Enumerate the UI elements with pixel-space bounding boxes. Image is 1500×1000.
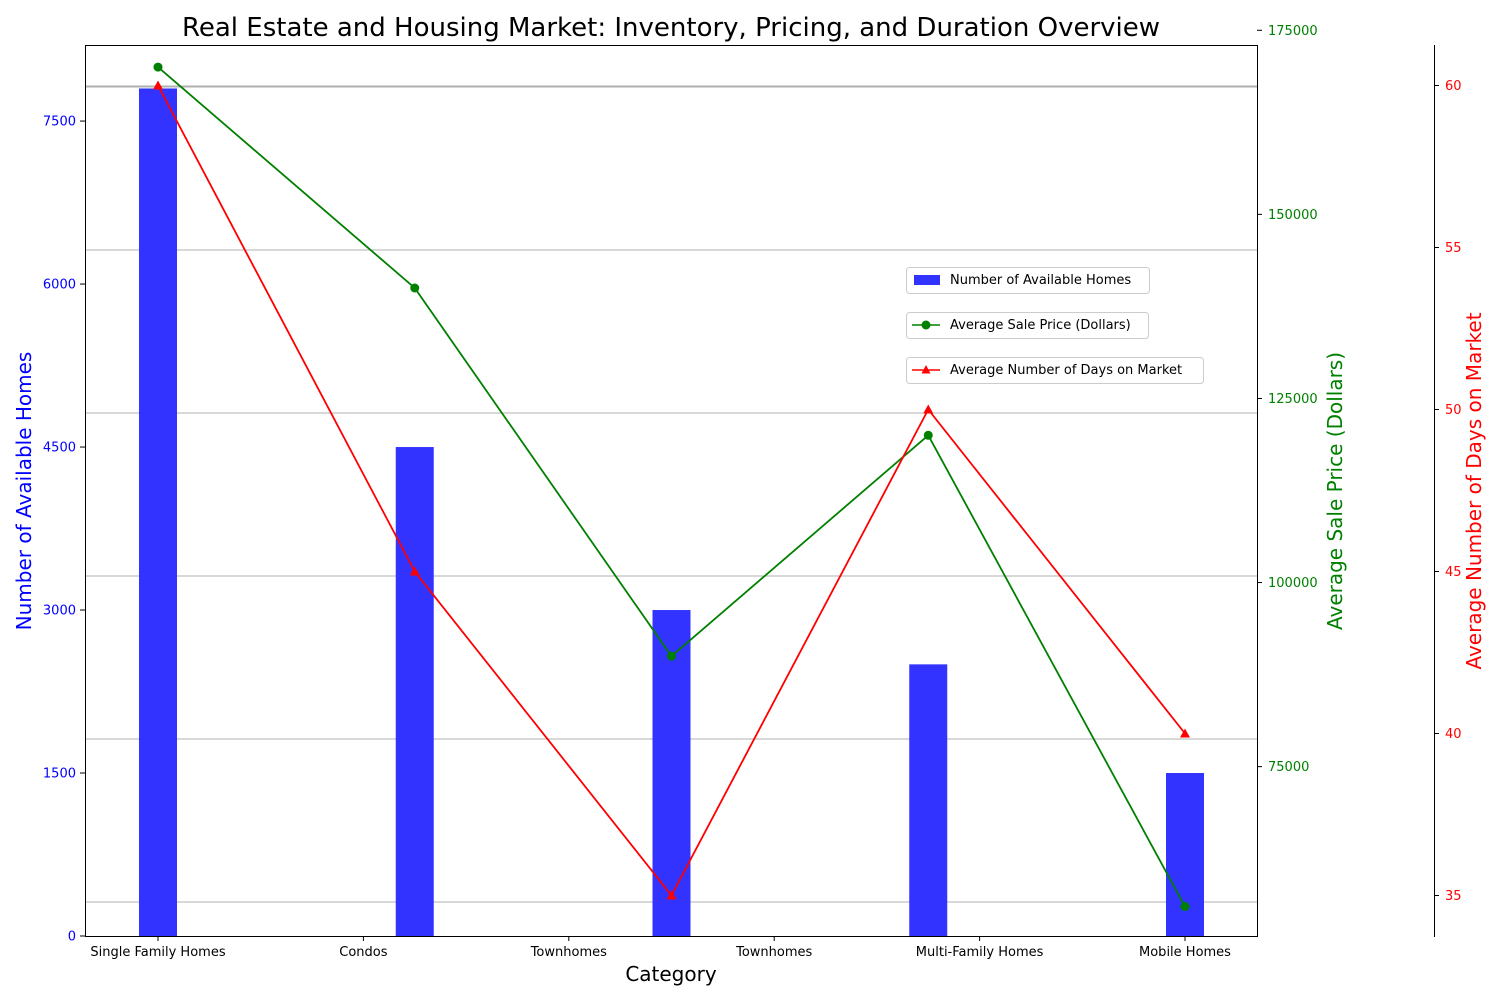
legend-label-homes: Number of Available Homes [950, 273, 1131, 288]
point-price-4 [923, 430, 933, 440]
price-tick-label: 125000 [1268, 392, 1318, 407]
homes-tick-label: 0 [68, 930, 76, 945]
days-tick-label: 60 [1445, 79, 1462, 94]
days-tick-label: 40 [1445, 727, 1462, 742]
x-axis-label: Category [625, 962, 717, 986]
price-tick-label: 175000 [1268, 24, 1318, 39]
x-tick-label: Condos [339, 945, 387, 960]
homes-axis-label: Number of Available Homes [12, 352, 36, 631]
point-price-3 [667, 651, 676, 661]
point-days-5 [1180, 728, 1190, 738]
homes-axis: 0 1500 3000 4500 6000 7500 [43, 115, 85, 945]
homes-tick-label: 1500 [43, 767, 76, 782]
markers [153, 62, 1190, 912]
legend-item-days: Average Number of Days on Market [906, 357, 1204, 384]
grid [85, 85, 1257, 903]
point-days-4 [923, 404, 934, 414]
x-tick-label: Townhomes [530, 945, 607, 960]
x-tick-label: Single Family Homes [90, 945, 225, 960]
x-tick-label: Mobile Homes [1139, 945, 1231, 960]
price-axis: 75000 100000 125000 150000 175000 [1257, 24, 1318, 775]
point-price-1 [153, 62, 163, 72]
x-tick-label: Townhomes [735, 945, 812, 960]
homes-tick-label: 7500 [43, 115, 76, 130]
price-axis-label: Average Sale Price (Dollars) [1323, 352, 1347, 630]
price-tick-label: 75000 [1268, 760, 1309, 775]
price-tick-label: 150000 [1268, 208, 1318, 223]
legend-item-price: Average Sale Price (Dollars) [906, 312, 1149, 339]
homes-tick-label: 6000 [43, 278, 76, 293]
legend-swatch-homes [914, 275, 940, 285]
bar-1 [139, 88, 177, 936]
legend-label-days: Average Number of Days on Market [950, 363, 1182, 378]
legend-marker-days [921, 365, 931, 374]
bar-3 [652, 610, 691, 936]
days-tick-label: 35 [1445, 889, 1462, 904]
price-tick-label: 100000 [1268, 576, 1318, 591]
point-days-1 [153, 80, 163, 90]
point-days-3 [666, 890, 677, 900]
bar-5 [1166, 773, 1204, 936]
x-tick-label: Multi-Family Homes [916, 945, 1044, 960]
point-days-2 [409, 566, 420, 576]
legend-item-homes: Number of Available Homes [906, 267, 1150, 294]
plot-frame [85, 45, 1258, 937]
bar-4 [909, 664, 948, 936]
bar-2 [395, 447, 434, 936]
days-tick-label: 45 [1445, 565, 1462, 580]
days-tick-label: 50 [1445, 403, 1462, 418]
days-axis: 35 40 45 50 55 60 [1434, 79, 1462, 904]
point-price-5 [1180, 902, 1190, 912]
x-axis: Single Family Homes Condos Townhomes Townho… [90, 936, 1231, 960]
homes-tick-label: 3000 [43, 604, 76, 619]
chart-title: Real Estate and Housing Market: Inventor… [182, 13, 1160, 43]
homes-tick-label: 4500 [43, 441, 76, 456]
point-price-2 [410, 283, 420, 293]
legend: Number of Available Homes Average Sale P… [906, 267, 1204, 384]
legend-marker-price [921, 320, 931, 330]
legend-label-price: Average Sale Price (Dollars) [950, 318, 1131, 333]
days-tick-label: 55 [1445, 241, 1462, 256]
days-axis-label: Average Number of Days on Market [1462, 312, 1486, 669]
bars [139, 88, 1204, 936]
